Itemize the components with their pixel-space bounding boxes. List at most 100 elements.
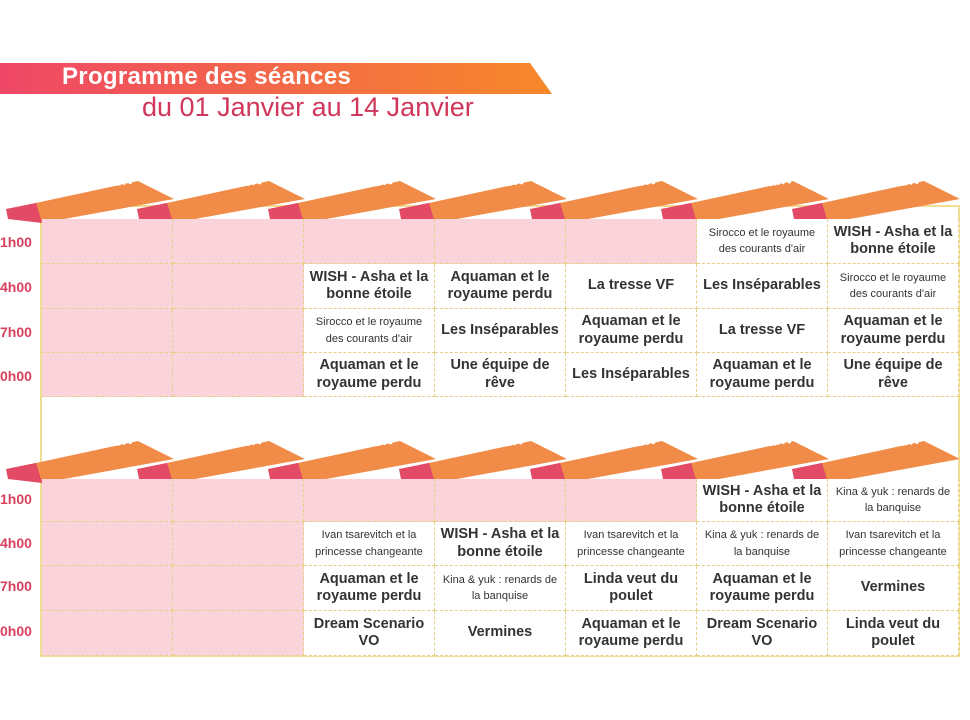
screening-slot: Une équipe de rêve — [828, 353, 959, 397]
day-tab-fold — [661, 203, 697, 223]
day-tab-face — [8, 441, 174, 483]
day-tab-face — [401, 181, 567, 223]
day-tab-ribbon — [6, 441, 174, 483]
screening-slot: Sirocco et le royaume des courants d'air — [697, 219, 828, 264]
day-tab-ribbon — [530, 181, 698, 223]
time-label: 0h00 — [0, 623, 32, 639]
day-tab-ribbon — [792, 441, 960, 483]
day-tab-fold — [399, 203, 435, 223]
day-tab-fold — [792, 203, 828, 223]
day-tab-ribbon — [530, 441, 698, 483]
empty-slot — [42, 522, 173, 566]
screening-slot: Les Inséparables — [566, 353, 697, 397]
empty-slot — [435, 219, 566, 264]
day-tab-ribbon — [661, 181, 829, 223]
screening-slot: Les Inséparables — [435, 309, 566, 353]
day-tab-fold — [268, 463, 304, 483]
time-label: 1h00 — [0, 491, 32, 507]
day-tab: Sam. 06 Janv — [661, 170, 829, 223]
screening-slot: Kina & yuk : renards de la banquise — [828, 479, 959, 522]
screening-slot: Kina & yuk : renards de la banquise — [697, 522, 828, 566]
day-tab-fold — [137, 203, 173, 223]
screening-slot: Aquaman et le royaume perdu — [566, 611, 697, 656]
empty-slot — [173, 611, 304, 656]
screening-slot: WISH - Asha et la bonne étoile — [304, 264, 435, 309]
screening-slot: Sirocco et le royaume des courants d'air — [304, 309, 435, 353]
day-tab-ribbon — [137, 181, 305, 223]
time-label: 7h00 — [0, 578, 32, 594]
screening-slot: Linda veut du poulet — [566, 566, 697, 611]
day-tab-face — [663, 441, 829, 483]
empty-slot — [173, 479, 304, 522]
empty-slot — [173, 309, 304, 353]
day-tab-fold — [530, 463, 566, 483]
screening-slot: Aquaman et le royaume perdu — [697, 566, 828, 611]
screening-slot: Ivan tsarevitch et la princesse changean… — [566, 522, 697, 566]
day-tab-face — [139, 441, 305, 483]
empty-slot — [566, 479, 697, 522]
screening-slot: Aquaman et le royaume perdu — [304, 566, 435, 611]
empty-slot — [173, 353, 304, 397]
empty-slot — [435, 479, 566, 522]
day-tab-ribbon — [268, 441, 436, 483]
empty-slot — [173, 219, 304, 264]
day-tab-face — [532, 441, 698, 483]
day-tab-face — [8, 181, 174, 223]
day-tab: Mer. 10 Janv — [268, 431, 436, 483]
day-tab-ribbon — [399, 441, 567, 483]
empty-slot — [42, 566, 173, 611]
empty-slot — [173, 522, 304, 566]
day-tab: Jeu. 11 Janv — [399, 431, 567, 483]
day-tab: Lun. 08 Janv — [6, 430, 174, 483]
screening-slot: Sirocco et le royaume des courants d'air — [828, 264, 959, 309]
empty-slot — [42, 479, 173, 522]
day-tab-fold — [530, 203, 566, 223]
time-label: 0h00 — [0, 368, 32, 384]
day-tab-fold — [661, 463, 697, 483]
day-tab: Ven. 12 Janv — [530, 431, 698, 483]
screening-slot: Les Inséparables — [697, 264, 828, 309]
day-tab-ribbon — [399, 181, 567, 223]
day-tab-face — [794, 181, 960, 223]
empty-slot — [42, 611, 173, 656]
day-tab: Sam. 13 Janv — [661, 430, 829, 483]
day-tab: Mer. 03 Janv — [268, 171, 436, 223]
empty-slot — [173, 264, 304, 309]
day-tab: Dim. 07 Janv — [792, 170, 960, 223]
screening-slot: Aquaman et le royaume perdu — [828, 309, 959, 353]
day-tab: Mar. 09 Janv — [137, 431, 305, 483]
screening-slot: Aquaman et le royaume perdu — [304, 353, 435, 397]
empty-slot — [42, 219, 173, 264]
day-tab-face — [794, 441, 960, 483]
screening-slot: Kina & yuk : renards de la banquise — [435, 566, 566, 611]
screening-slot: Dream Scenario VO — [304, 611, 435, 656]
day-tab-ribbon — [137, 441, 305, 483]
time-label: 4h00 — [0, 279, 32, 295]
empty-slot — [173, 566, 304, 611]
time-label: 4h00 — [0, 535, 32, 551]
day-tab-face — [663, 181, 829, 223]
screening-slot: WISH - Asha et la bonne étoile — [828, 219, 959, 264]
day-tab: Jeu. 04 Janv — [399, 171, 567, 223]
screening-slot: Vermines — [828, 566, 959, 611]
time-label: 1h00 — [0, 234, 32, 250]
empty-slot — [42, 264, 173, 309]
empty-slot — [566, 219, 697, 264]
time-label: 7h00 — [0, 324, 32, 340]
screening-slot: WISH - Asha et la bonne étoile — [435, 522, 566, 566]
day-tab: Ven. 05 Janv — [530, 171, 698, 223]
week-1-schedule-grid: Sirocco et le royaume des courants d'air… — [42, 219, 959, 397]
day-tab-face — [532, 181, 698, 223]
day-tab-fold — [792, 463, 828, 483]
screening-slot: WISH - Asha et la bonne étoile — [697, 479, 828, 522]
screening-slot: Dream Scenario VO — [697, 611, 828, 656]
screening-slot: Ivan tsarevitch et la princesse changean… — [304, 522, 435, 566]
screening-slot: La tresse VF — [566, 264, 697, 309]
day-tab: Lun. 01 Janv — [6, 170, 174, 223]
day-tab: Dim. 14 Janv — [792, 430, 960, 483]
empty-slot — [304, 479, 435, 522]
day-tab: Mar. 02 Janv — [137, 171, 305, 223]
screening-slot: La tresse VF — [697, 309, 828, 353]
screening-slot: Linda veut du poulet — [828, 611, 959, 656]
day-tab-ribbon — [661, 441, 829, 483]
